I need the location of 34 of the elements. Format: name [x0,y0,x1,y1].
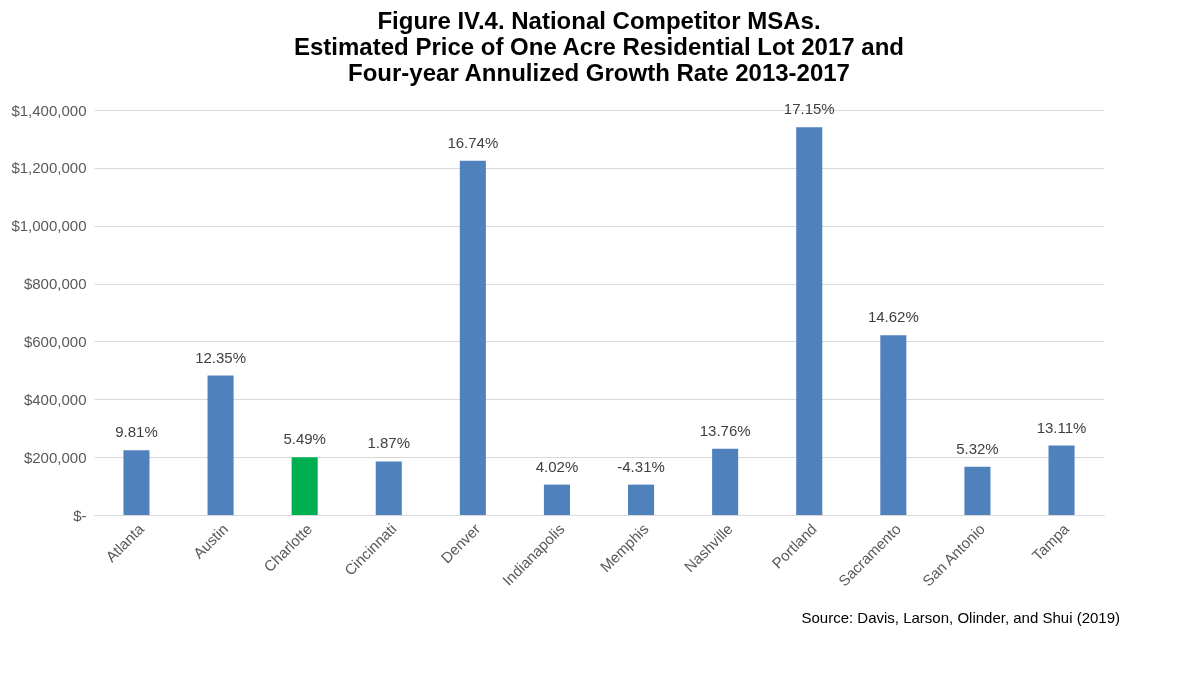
annotation: 17.15% [783,100,835,118]
annotation: 14.62% [867,308,919,326]
bar [1048,445,1075,515]
bar [291,457,318,515]
y-tick-label: $- [73,506,87,524]
y-tick-label: $1,400,000 [11,101,87,119]
annotation: 16.74% [447,133,499,151]
bar [543,484,570,515]
y-tick-label: $800,000 [23,275,87,293]
y-tick-label: $200,000 [23,448,87,466]
annotation: 12.35% [195,348,246,366]
bar [123,450,150,515]
bar [207,375,234,515]
annotation: 5.32% [956,439,999,457]
annotation: 9.81% [115,423,158,441]
y-tick-label: $1,000,000 [11,217,87,235]
bar [459,160,486,515]
annotation: -4.31% [617,457,665,475]
y-tick-label: $400,000 [23,390,87,408]
annotation: 5.49% [283,430,326,448]
annotation: 13.11% [1036,418,1087,436]
y-tick-label: $600,000 [23,332,87,350]
y-tick-label: $1,200,000 [11,159,87,177]
chart-title: Figure IV.4. National Competitor MSAs. Estimated Price of One Acre Residential Lot 2017 and Four-year Annulized Growth Rate 2013-2017 [294,7,904,87]
bar [628,484,655,515]
bar [712,448,739,515]
annotation: 13.76% [699,421,751,439]
source-note: Source: Davis, Larson, Olinder, and Shui (2019) [801,609,1120,626]
bar [964,466,991,515]
annotation: 1.87% [367,434,411,452]
bar [796,127,823,515]
bar [880,335,907,515]
annotation: 4.02% [535,457,579,475]
bar [375,461,402,515]
